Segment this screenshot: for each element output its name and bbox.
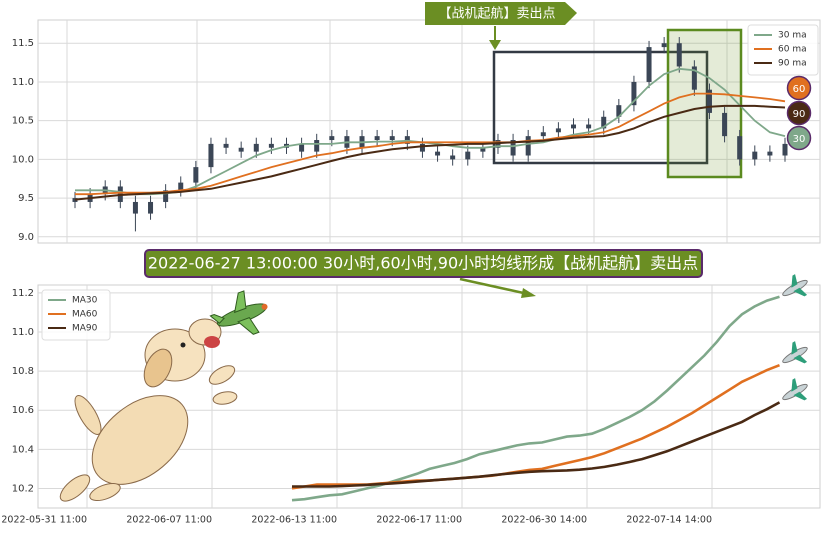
candle-body [253, 143, 259, 152]
candle-body [661, 43, 667, 48]
decoration [59, 274, 808, 502]
end-badge [786, 100, 812, 126]
candle-body [782, 143, 788, 156]
legend-label: MA90 [72, 324, 98, 334]
candle-body [601, 116, 607, 129]
annotation-text: 2022-06-27 13:00:00 30小时,60小时,90小时均线形成【战… [148, 254, 698, 273]
candle-body [132, 201, 138, 214]
x-tick-label: 2022-06-17 11:00 [376, 515, 462, 526]
annotation-text: 【战机起航】卖出点 [438, 6, 555, 22]
y-tick-label: 10.6 [12, 405, 34, 416]
candle-body [525, 136, 531, 156]
candle-body [465, 151, 471, 160]
candle-body [540, 132, 546, 137]
annotation-pointer-head [521, 288, 536, 298]
annotation-pointer-head [489, 40, 501, 50]
candle-body [268, 143, 274, 148]
candle-body [676, 43, 682, 67]
legend-label: MA30 [72, 296, 98, 306]
end-badge [786, 75, 812, 101]
candle-body [178, 182, 184, 191]
plane-icon [782, 378, 808, 401]
ma-line [74, 104, 786, 201]
dog-illustration [59, 318, 238, 502]
candle-body [208, 143, 214, 168]
legend-label: MA60 [72, 310, 98, 320]
candle-body [329, 136, 335, 141]
candle-body [238, 147, 244, 152]
annotation-pointer [459, 277, 529, 296]
x-tick-label: 2022-06-07 11:00 [126, 515, 212, 526]
y-tick-label: 9.5 [18, 193, 34, 204]
candle-body [706, 89, 712, 113]
candle-body [722, 112, 728, 137]
candle-body [616, 105, 622, 117]
candle-body [646, 47, 652, 82]
toy-plane [209, 290, 268, 335]
y-tick-label: 11.2 [12, 288, 34, 299]
ma-line [291, 295, 780, 502]
annotation-arrow [425, 2, 577, 25]
candle-body [72, 198, 78, 202]
candle-body [419, 143, 425, 152]
ma-line [75, 92, 786, 196]
end-badge-label: 90 [793, 109, 806, 120]
candle-body [510, 140, 516, 156]
candle-body [389, 136, 395, 141]
candle-body [163, 190, 169, 202]
x-tick-label: 2022-07-14 14:00 [626, 515, 712, 526]
candle-body [148, 201, 154, 214]
annotation-box [144, 249, 703, 278]
plane-icon [782, 341, 808, 364]
legend-label: 60 ma [778, 45, 807, 55]
candle-body [450, 155, 456, 160]
y-tick-label: 10.8 [12, 366, 34, 377]
candle-body [435, 151, 441, 156]
candle-body [586, 124, 592, 129]
y-tick-label: 9.0 [18, 232, 34, 243]
candle-body [314, 140, 320, 152]
y-tick-label: 11.0 [12, 77, 34, 88]
legend-label: 30 ma [778, 31, 807, 41]
y-tick-label: 11.0 [12, 327, 34, 338]
end-badge [786, 125, 812, 151]
candle-body [571, 124, 577, 129]
x-tick-label: 2022-05-31 11:00 [1, 515, 87, 526]
y-tick-label: 11.5 [12, 38, 34, 49]
candle-body [752, 151, 758, 160]
candle-body [691, 66, 697, 90]
candle-body [737, 136, 743, 160]
candle-body [555, 128, 561, 133]
end-badge-label: 60 [793, 84, 806, 95]
candle-body [193, 167, 199, 183]
plane-icon [782, 274, 808, 297]
candle-body [374, 136, 380, 141]
candle-body [299, 143, 305, 152]
ma-line [292, 401, 781, 488]
plot-frame [37, 284, 821, 509]
x-tick-label: 2022-06-13 11:00 [251, 515, 337, 526]
y-tick-label: 10.4 [12, 444, 34, 455]
y-tick-label: 10.2 [12, 483, 34, 494]
candle-body [631, 81, 637, 106]
y-tick-label: 10.5 [12, 116, 34, 127]
candle-body [767, 151, 773, 156]
x-tick-label: 2022-06-30 14:00 [501, 515, 587, 526]
end-badge-label: 30 [793, 134, 806, 145]
y-tick-label: 10.0 [12, 154, 34, 165]
legend-label: 90 ma [778, 59, 807, 69]
candle-body [480, 147, 486, 152]
candle-body [223, 143, 229, 148]
